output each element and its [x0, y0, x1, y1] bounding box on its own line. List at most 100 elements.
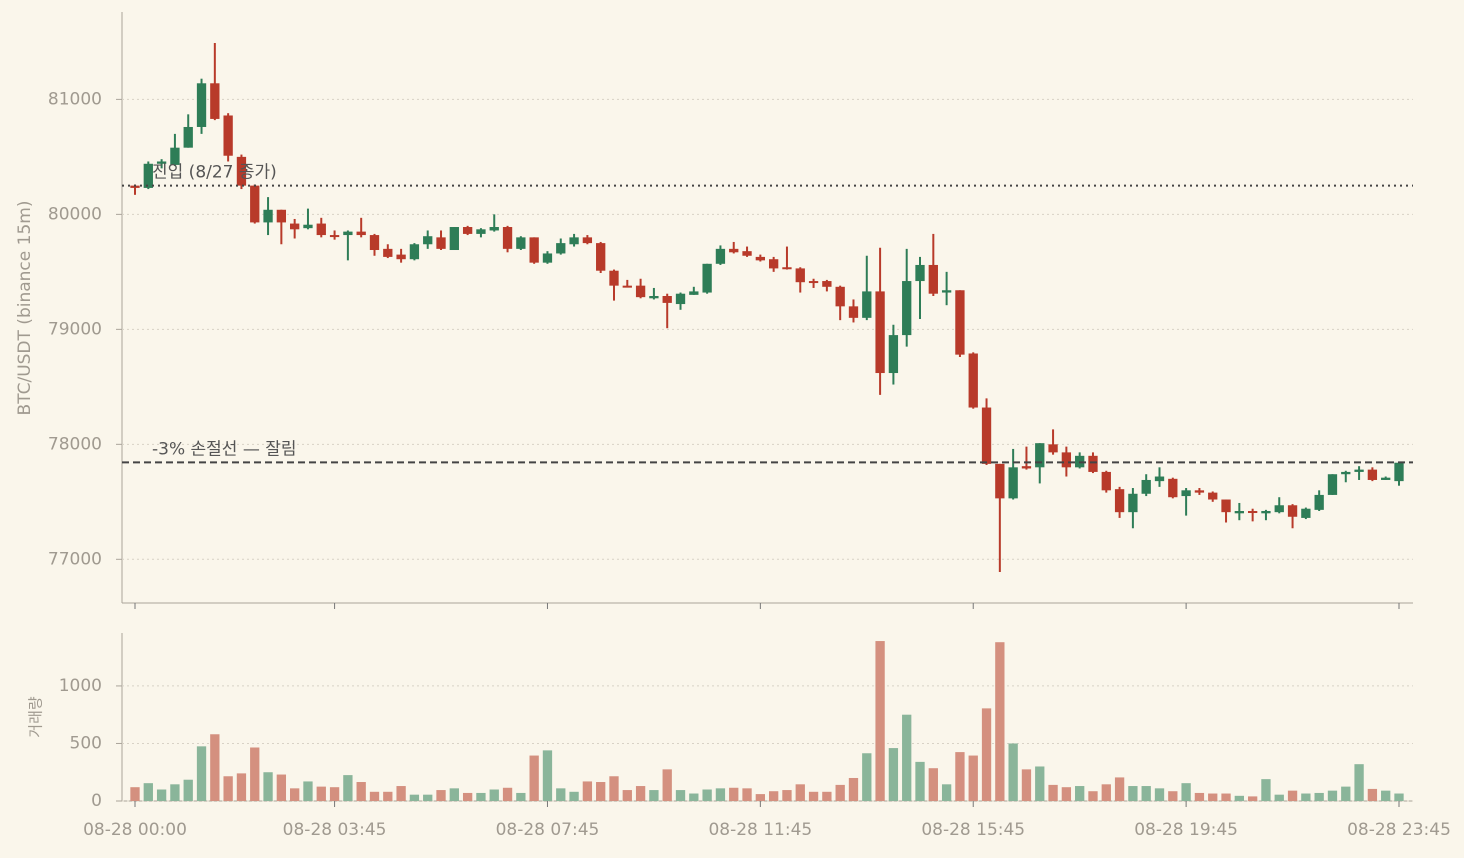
volume-bar — [902, 714, 912, 801]
candle-body — [968, 353, 978, 408]
candle-body — [835, 286, 845, 307]
volume-bar — [436, 790, 446, 801]
volume-bar — [822, 791, 832, 801]
volume-bar — [1314, 792, 1324, 801]
volume-bar — [476, 792, 486, 801]
candle-body — [1008, 467, 1018, 499]
x-tick-label: 08-28 11:45 — [708, 820, 812, 840]
volume-bar — [183, 779, 193, 801]
candle-body — [1021, 466, 1032, 469]
candle-body — [1128, 493, 1138, 513]
volume-bar — [955, 752, 965, 801]
candle-body — [1394, 462, 1404, 482]
y-tick-label: 1000 — [59, 676, 102, 696]
candle-body — [928, 264, 938, 294]
candle-body — [915, 264, 925, 282]
volume-bar — [689, 793, 699, 801]
candle-body — [1261, 511, 1271, 514]
candle-body — [662, 296, 672, 303]
volume-bar — [383, 791, 393, 801]
volume-bar — [941, 784, 952, 801]
volume-bar — [635, 786, 646, 801]
volume-bar — [542, 750, 553, 801]
volume-bar — [462, 792, 473, 801]
x-tick-label: 08-28 03:45 — [283, 820, 387, 840]
x-tick-label: 08-28 07:45 — [496, 820, 600, 840]
volume-bar — [1354, 764, 1364, 801]
candle-body — [462, 227, 473, 234]
candle-body — [808, 281, 819, 284]
volume-bar — [1287, 790, 1298, 801]
candle-body — [1048, 444, 1058, 453]
candle-body — [782, 267, 792, 270]
volume-bar — [609, 776, 619, 801]
candle-body — [236, 156, 247, 186]
volume-bar — [1208, 793, 1218, 801]
volume-bar — [1181, 783, 1191, 801]
candle-body — [343, 231, 353, 236]
volume-bar — [675, 790, 686, 801]
volume-bar — [263, 772, 273, 801]
volume-bar — [1101, 784, 1111, 801]
candle-body — [609, 270, 619, 286]
volume-bar — [1114, 777, 1125, 801]
volume-bar — [649, 790, 659, 801]
volume-bar — [995, 642, 1005, 801]
volume-bar — [489, 789, 499, 801]
candle-body — [223, 115, 233, 156]
candle-body — [1061, 452, 1072, 468]
volume-bar — [582, 781, 593, 801]
x-tick-label: 08-28 00:00 — [83, 820, 187, 840]
volume-bar — [569, 791, 579, 801]
candle-body — [276, 209, 287, 223]
volume-bar — [449, 788, 459, 801]
candle-body — [290, 223, 300, 230]
candle-body — [1341, 471, 1351, 475]
candle-body — [1367, 469, 1378, 480]
volume-bar — [968, 755, 978, 801]
volume-bar — [290, 788, 300, 801]
candle-body — [822, 281, 832, 287]
volume-bar — [622, 790, 632, 801]
candle-body — [875, 291, 885, 374]
candle-body — [702, 263, 712, 293]
candle-body — [1287, 505, 1298, 517]
candle-body — [742, 251, 752, 256]
candle-body — [542, 253, 553, 263]
volume-bar — [915, 761, 925, 801]
x-tick-label: 08-28 19:45 — [1134, 820, 1238, 840]
candle-body — [436, 237, 446, 249]
candle-body — [196, 83, 207, 127]
candle-body — [1247, 511, 1258, 514]
candle-body — [689, 291, 699, 295]
candle-body — [396, 254, 406, 260]
volume-bar — [1261, 779, 1271, 801]
volume-bar — [356, 782, 366, 801]
volume-bar — [516, 792, 526, 801]
candle-body — [1381, 477, 1391, 480]
volume-bar — [343, 775, 353, 801]
volume-bar — [156, 789, 167, 801]
candle-body — [556, 243, 566, 254]
volume-bar — [1234, 795, 1244, 801]
volume-bar — [1394, 793, 1404, 801]
candle-body — [156, 161, 167, 164]
candle-body — [1208, 492, 1218, 500]
volume-bar — [329, 787, 340, 801]
volume-bar — [662, 769, 672, 801]
candle-body — [409, 244, 420, 260]
y-tick-label: 80000 — [48, 204, 102, 224]
y-axis-label: 거래량 — [27, 696, 45, 738]
candle-body — [183, 126, 193, 148]
volume-bar — [795, 784, 805, 801]
candle-body — [210, 83, 220, 119]
candle-body — [1154, 476, 1165, 482]
volume-bar — [715, 788, 726, 801]
candle-body — [1274, 505, 1284, 513]
reference-label: -3% 손절선 — 잘림 — [152, 439, 297, 459]
volume-bar — [782, 790, 792, 801]
volume-bar — [848, 777, 859, 801]
candle-body — [303, 224, 313, 229]
volume-bar — [1274, 794, 1284, 801]
